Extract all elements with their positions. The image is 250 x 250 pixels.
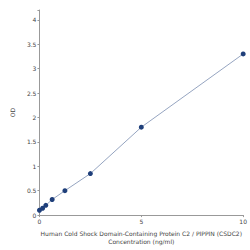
svg-text:OD: OD [9,107,16,117]
svg-text:Human Cold Shock Domain-Contai: Human Cold Shock Domain-Containing Prote… [41,230,242,238]
svg-text:2.5: 2.5 [27,90,37,97]
svg-text:4: 4 [33,16,37,23]
svg-text:1: 1 [33,163,37,170]
svg-text:10: 10 [239,218,247,225]
svg-text:5: 5 [139,218,143,225]
svg-text:1.5: 1.5 [27,138,37,145]
svg-text:Concentration (ng/ml): Concentration (ng/ml) [108,238,174,246]
svg-text:0.5: 0.5 [27,187,37,194]
svg-text:0: 0 [38,218,42,225]
svg-text:2: 2 [33,114,37,121]
svg-text:3: 3 [33,65,37,72]
svg-text:0: 0 [33,212,37,219]
svg-text:3.5: 3.5 [27,41,37,48]
